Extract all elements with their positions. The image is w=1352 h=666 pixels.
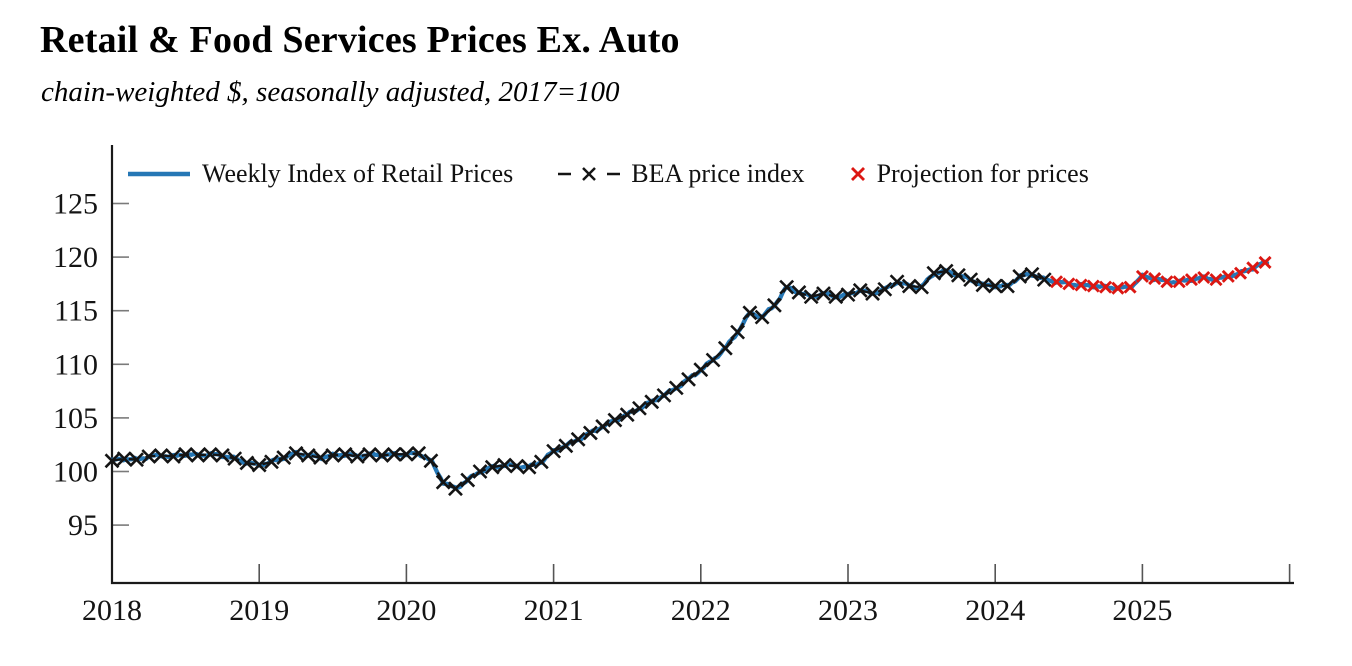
x-tick-label: 2025 <box>1112 594 1172 627</box>
y-tick-label: 100 <box>53 456 98 489</box>
x-marker-sample-icon <box>850 167 865 181</box>
bea-index-dashed-line <box>111 269 1045 491</box>
x-tick-label: 2019 <box>229 594 289 627</box>
x-tick-label: 2023 <box>818 594 878 627</box>
y-tick-label: 125 <box>53 188 98 221</box>
x-tick-label: 2021 <box>524 594 584 627</box>
legend-item-projection: Projection for prices <box>849 159 1089 189</box>
y-tick-label: 120 <box>53 241 98 274</box>
dash-x-dash-sample-icon <box>558 167 621 181</box>
x-tick-label: 2024 <box>965 594 1025 627</box>
y-tick-label: 110 <box>54 348 98 381</box>
legend-label-projection: Projection for prices <box>876 159 1089 188</box>
y-tick-label: 105 <box>53 402 98 435</box>
chart-legend: Weekly Index of Retail Prices BEA price … <box>126 159 1089 189</box>
legend-item-bea-index: BEA price index <box>557 159 805 189</box>
legend-label-bea-index: BEA price index <box>631 159 805 188</box>
legend-label-weekly-index: Weekly Index of Retail Prices <box>202 159 514 188</box>
x-tick-label: 2020 <box>376 594 436 627</box>
projection-markers <box>1050 255 1272 295</box>
bea-index-markers <box>104 263 1052 497</box>
x-tick-label: 2018 <box>82 594 142 627</box>
legend-item-weekly-index: Weekly Index of Retail Prices <box>126 159 513 189</box>
y-axis-ticks: 95 100 105 110 115 120 125 <box>53 188 129 542</box>
chart-subtitle: chain-weighted $, seasonally adjusted, 2… <box>41 76 620 108</box>
chart-title: Retail & Food Services Prices Ex. Auto <box>40 19 680 61</box>
axis-spines <box>110 145 1294 585</box>
weekly-index-line <box>109 259 1270 490</box>
y-tick-label: 95 <box>68 509 98 542</box>
y-tick-label: 115 <box>54 295 98 328</box>
x-axis-ticks: 2018 2019 2020 2021 2022 2023 2024 2025 <box>82 564 1291 627</box>
solid-line-sample-icon <box>128 171 190 177</box>
x-tick-label: 2022 <box>671 594 731 627</box>
